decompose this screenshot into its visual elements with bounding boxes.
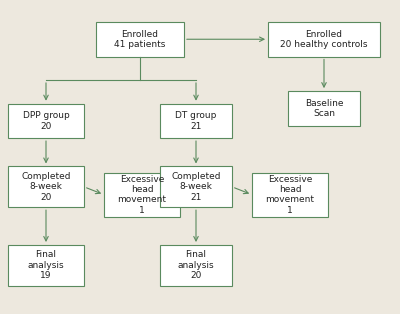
Text: DT group
21: DT group 21 xyxy=(175,111,217,131)
Text: Final
analysis
19: Final analysis 19 xyxy=(28,251,64,280)
FancyBboxPatch shape xyxy=(252,173,328,217)
Text: Enrolled
20 healthy controls: Enrolled 20 healthy controls xyxy=(280,30,368,49)
FancyBboxPatch shape xyxy=(288,91,360,126)
FancyBboxPatch shape xyxy=(8,104,84,138)
FancyBboxPatch shape xyxy=(160,166,232,207)
FancyBboxPatch shape xyxy=(96,22,184,57)
Text: Excessive
head
movement
1: Excessive head movement 1 xyxy=(266,175,314,215)
FancyBboxPatch shape xyxy=(160,245,232,286)
Text: DPP group
20: DPP group 20 xyxy=(23,111,69,131)
Text: Final
analysis
20: Final analysis 20 xyxy=(178,251,214,280)
FancyBboxPatch shape xyxy=(268,22,380,57)
Text: Excessive
head
movement
1: Excessive head movement 1 xyxy=(118,175,166,215)
Text: Completed
8-week
20: Completed 8-week 20 xyxy=(21,172,71,202)
Text: Baseline
Scan: Baseline Scan xyxy=(305,99,343,118)
Text: Enrolled
41 patients: Enrolled 41 patients xyxy=(114,30,166,49)
FancyBboxPatch shape xyxy=(8,166,84,207)
Text: Completed
8-week
21: Completed 8-week 21 xyxy=(171,172,221,202)
FancyBboxPatch shape xyxy=(8,245,84,286)
FancyBboxPatch shape xyxy=(160,104,232,138)
FancyBboxPatch shape xyxy=(104,173,180,217)
